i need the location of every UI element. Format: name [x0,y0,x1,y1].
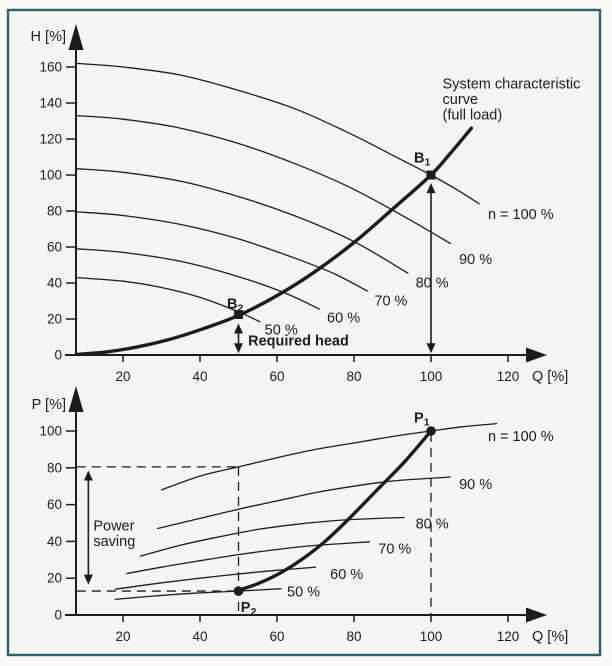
y-tick-label: 40 [47,276,62,291]
full-load-head-arrow-up-head [426,183,436,194]
duty-point-B1-marker [426,170,436,180]
y-tick-label: 100 [39,424,62,439]
pump-curve-n100-label: n = 100 % [488,207,554,223]
bottom-x-axis-arrow [526,607,547,623]
y-tick-label: 60 [47,497,62,512]
bottom-y-axis-arrow [68,386,84,412]
power-curve-n60-label: 60 % [330,567,363,583]
y-tick-label: 100 [39,168,62,183]
pump-curve-n50-label: 50 % [265,322,298,338]
power-saving-label: Power saving [93,518,135,550]
top-x-axis-label: Q [%] [532,369,568,385]
required-head-arrow-down-head [234,343,243,354]
power-curve-n50 [114,588,282,601]
y-tick-label: 0 [54,608,62,623]
x-tick-label: 40 [192,369,207,384]
x-tick-label: 100 [420,369,443,384]
x-tick-label: 60 [269,629,284,644]
power-point-P2-marker [233,586,244,596]
power-curve-n80-label: 80 % [416,516,449,532]
x-tick-label: 120 [497,369,520,384]
system-curve-label: System characteristic curve (full load) [443,77,581,124]
bottom-y-axis-label: P [%] [32,397,66,413]
x-tick-label: 60 [269,369,284,384]
pump-curve-n100 [76,62,480,205]
y-tick-label: 0 [54,348,62,363]
required-head-label: Required head [248,334,349,350]
power-saving-arrow-down-head [83,574,93,585]
top-x-axis-arrow [526,347,547,363]
pump-curve-n60-label: 60 % [327,310,360,326]
power-curve-n70 [126,541,371,575]
power-curve-n60 [114,566,317,590]
x-tick-label: 80 [346,369,361,384]
duty-point-B2-marker [234,310,243,319]
power-point-P1-marker [426,426,436,436]
power-curve-n50-label: 50 % [287,585,320,601]
x-tick-label: 120 [497,629,520,644]
x-tick-label: 100 [420,629,443,644]
pump-curve-n70-label: 70 % [374,294,407,310]
pump-curve-n60 [76,248,321,310]
pump-curve-n90 [76,114,451,245]
x-tick-label: 20 [115,629,130,644]
power-saving-arrow-up-head [83,470,93,481]
y-tick-label: 80 [47,204,62,219]
x-tick-label: 80 [346,629,361,644]
y-tick-label: 120 [39,132,62,147]
top-y-axis-arrow [68,24,84,50]
power-curve-n70-label: 70 % [378,542,411,558]
bottom-x-axis-label: Q [%] [532,629,568,645]
x-tick-label: 20 [115,369,130,384]
power-flow-chart: 20 40 60 80 100 120 0 20 40 60 80 100 P [%] Q [%] n = … [32,386,568,645]
top-y-axis-label: H [%] [31,29,66,45]
required-head-arrow-up-head [234,323,243,334]
power-curve-n80 [139,516,405,557]
y-tick-label: 60 [47,240,62,255]
y-tick-label: 40 [47,534,62,549]
power-curve-n90 [157,476,451,530]
power-curve-n90-label: 90 % [459,477,492,493]
power-point-P1-label: P1 [414,411,430,429]
control-power-curve [236,429,433,592]
power-point-P2-label: P2 [241,600,257,618]
head-flow-chart: 20 40 60 80 100 120 0 20 40 60 80 100 120 140 160 H [%]… [31,24,581,385]
power-curve-n100 [160,422,498,491]
power-saving-arrow [83,470,93,585]
y-tick-label: 80 [47,460,62,475]
x-tick-label: 40 [192,629,207,644]
required-head-arrow [234,323,243,354]
power-curve-n100-label: n = 100 % [488,429,554,445]
y-tick-label: 160 [39,60,62,75]
y-tick-label: 20 [47,312,62,327]
duty-point-B1-label: B1 [414,150,430,168]
full-load-head-arrow [426,183,436,354]
full-load-head-arrow-down-head [426,343,436,354]
y-tick-label: 20 [47,571,62,586]
pump-curve-n80 [76,168,409,274]
pump-curve-n90-label: 90 % [459,252,492,268]
pump-curve-n80-label: 80 % [416,276,449,292]
pump-curve-n70 [76,211,369,292]
y-tick-label: 140 [39,96,62,111]
duty-point-B2-label: B2 [227,297,243,315]
